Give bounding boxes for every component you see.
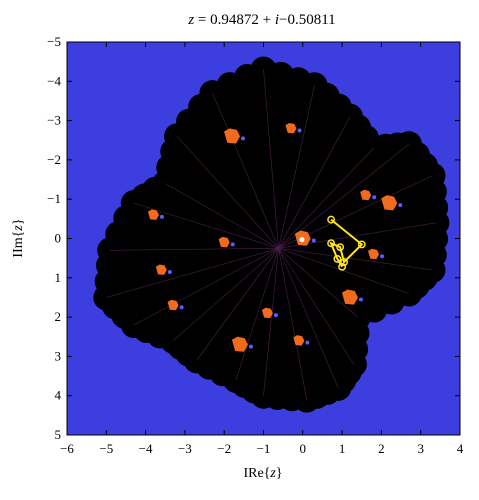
- x-tick-label: 3: [417, 441, 424, 456]
- orange-bulb: [293, 335, 305, 346]
- x-tick-label: −5: [99, 441, 113, 456]
- chart-title: z = 0.94872 + i−0.50811: [187, 12, 335, 28]
- orange-bulb: [231, 336, 248, 352]
- plot-area: [66, 41, 461, 436]
- blue-spot: [311, 238, 316, 243]
- blue-spot: [398, 203, 403, 208]
- y-axis-label: IIm{z}: [11, 218, 26, 257]
- orange-bulb: [360, 189, 372, 201]
- blue-spot: [358, 297, 363, 302]
- filament-line: [133, 202, 279, 249]
- y-tick-label: 3: [55, 348, 62, 363]
- y-tick-label: 2: [55, 309, 62, 324]
- blue-spot: [179, 305, 184, 310]
- filament-line: [278, 248, 308, 400]
- filament-line: [278, 116, 351, 249]
- blue-spot: [273, 313, 278, 318]
- filament-line: [133, 248, 279, 326]
- filament-line: [165, 183, 279, 249]
- blue-spot: [372, 195, 377, 200]
- y-tick-label: 0: [55, 231, 62, 246]
- orange-bulb: [218, 236, 230, 248]
- filament-line: [172, 248, 279, 341]
- y-tick-label: 5: [55, 427, 62, 442]
- x-tick-label: −4: [139, 441, 153, 456]
- blue-spot: [167, 269, 172, 274]
- fractal-filaments: [106, 69, 437, 400]
- orbit-point: [336, 243, 345, 252]
- orbit-point: [327, 215, 336, 224]
- blue-spot: [305, 340, 310, 345]
- orbit-point: [340, 258, 349, 267]
- blue-spot: [248, 344, 253, 349]
- orange-bulb: [155, 264, 167, 275]
- filament-line: [278, 248, 359, 318]
- filament-line: [235, 248, 279, 381]
- y-tick-label: −2: [47, 152, 61, 167]
- blue-spot: [297, 128, 302, 133]
- filament-line: [263, 248, 279, 396]
- orange-bulb: [368, 248, 380, 260]
- fractal-set: [93, 56, 450, 413]
- filament-line: [212, 92, 279, 249]
- fractal-body: [106, 69, 437, 400]
- orange-bulb: [381, 195, 398, 211]
- filament-line: [176, 136, 279, 249]
- y-tick-label: −4: [47, 73, 61, 88]
- orange-bulb: [224, 128, 241, 144]
- orange-bulb: [341, 289, 358, 305]
- blue-spot: [241, 136, 246, 141]
- blue-spot: [230, 242, 235, 247]
- x-tick-label: 2: [378, 441, 385, 456]
- blue-spot: [380, 254, 385, 259]
- x-tick-label: 1: [339, 441, 346, 456]
- orange-bulb: [261, 307, 273, 319]
- y-tick-label: 4: [55, 388, 62, 403]
- filament-line: [196, 248, 279, 361]
- orbit-trajectory: [299, 215, 366, 271]
- orbit-path: [329, 218, 364, 268]
- x-axis: −6 −5 −4 −3 −2 −1 0 1 2 3 4: [60, 42, 464, 456]
- y-tick-label: 1: [55, 270, 62, 285]
- filament-line: [278, 248, 339, 388]
- x-tick-label: 0: [300, 441, 307, 456]
- y-tick-label: −3: [47, 113, 61, 128]
- orange-bulb: [167, 299, 179, 311]
- x-tick-label: −3: [178, 441, 192, 456]
- filament-line: [278, 85, 315, 249]
- filament-line: [110, 248, 279, 251]
- orbit-point: [327, 239, 336, 248]
- y-axis: −5 −4 −3 −2 −1 0 1 2 3 4 5: [47, 34, 460, 442]
- filament-line: [278, 248, 355, 365]
- orbit-point: [338, 262, 347, 271]
- x-tick-label: −2: [217, 441, 231, 456]
- x-tick-label: 4: [457, 441, 464, 456]
- y-tick-label: −5: [47, 34, 61, 49]
- filament-line: [278, 248, 433, 271]
- orange-bulb: [147, 209, 159, 220]
- filament-line: [278, 147, 374, 249]
- orange-bulb: [285, 122, 297, 134]
- y-tick-label: −1: [47, 191, 61, 206]
- x-tick-label: −1: [257, 441, 271, 456]
- x-tick-label: −6: [60, 441, 74, 456]
- orbit-point: [333, 254, 342, 263]
- x-axis-label: IRe{z}: [243, 466, 282, 481]
- filament-line: [263, 69, 279, 249]
- filament-line: [106, 248, 279, 298]
- blue-spot: [159, 214, 164, 219]
- orbit-point: [357, 240, 366, 249]
- fixed-point-marker: [299, 237, 305, 243]
- filament-line: [278, 248, 410, 294]
